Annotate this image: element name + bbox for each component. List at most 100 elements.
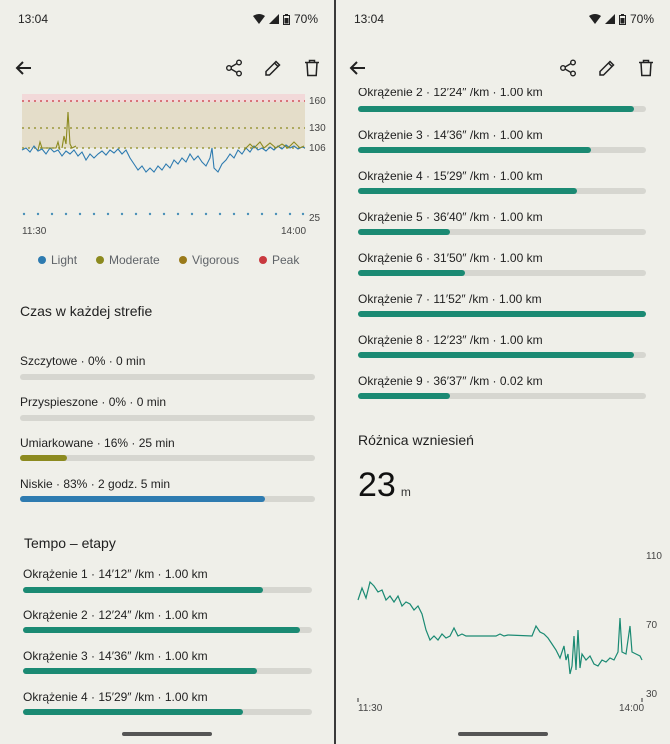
elevation-title: Różnica wzniesień [358, 432, 474, 448]
share-icon [226, 59, 242, 77]
lap-1-label: Okrążenie 1 · 14′12″ /km · 1.00 km [23, 567, 208, 581]
share-button[interactable] [222, 56, 246, 80]
zone-vigorous-label: Przyspieszone · 0% · 0 min [20, 395, 167, 409]
lap-2-track-right [358, 106, 646, 112]
back-button[interactable] [12, 56, 36, 80]
lap-9-fill [358, 393, 451, 399]
peak-zone-band [22, 94, 305, 102]
arrow-back-icon [15, 61, 31, 75]
legend-moderate-dot [96, 256, 104, 264]
legend-light-label: Light [51, 253, 78, 267]
legend-moderate-label: Moderate [109, 253, 160, 267]
screen-divider [334, 0, 336, 744]
x-axis-dots [22, 212, 305, 216]
legend-vigorous-dot [179, 256, 187, 264]
elevation-summary: 23 m [358, 466, 411, 505]
lap-9-track [358, 393, 646, 399]
zone-light-label: Niskie · 83% · 2 godz. 5 min [20, 477, 171, 491]
status-icons-right: 70% [588, 12, 654, 26]
lap-6-fill [358, 270, 465, 276]
wifi-icon [588, 14, 601, 24]
zone-light-track [20, 496, 315, 502]
home-indicator[interactable] [122, 732, 212, 736]
edit-button-right[interactable] [595, 56, 619, 80]
tempo-title-left: Tempo – etapy [24, 535, 116, 551]
pencil-icon [265, 60, 281, 76]
legend-peak: Peak [259, 253, 299, 267]
hr-y-label-160: 160 [309, 96, 326, 107]
elevation-line [357, 580, 643, 675]
status-time-right: 13:04 [354, 12, 385, 26]
hr-x-label-end: 14:00 [281, 226, 307, 237]
lap-8-track [358, 352, 646, 358]
zone-moderate-track [20, 455, 315, 461]
elevation-y-label-70: 70 [646, 620, 658, 631]
hr-y-label-106: 106 [309, 143, 326, 154]
delete-button[interactable] [300, 56, 324, 80]
trash-icon [639, 59, 653, 77]
legend-vigorous: Vigorous [179, 253, 239, 267]
lap-3-label: Okrążenie 3 · 14′36″ /km · 1.00 km [23, 649, 208, 663]
lap-4-label: Okrążenie 4 · 15′29″ /km · 1.00 km [23, 690, 208, 704]
home-indicator-right[interactable] [458, 732, 548, 736]
lap-4-fill [23, 709, 243, 715]
lap-5-label: Okrążenie 5 · 36′40″ /km · 1.00 km [358, 210, 543, 224]
battery-icon [618, 13, 626, 25]
legend-moderate: Moderate [96, 253, 160, 267]
right-screen: 13:04 70% Okrążenie 2 · 12′24″ /km · 1.0… [336, 0, 670, 744]
signal-icon [604, 14, 615, 24]
elevation-unit: m [400, 485, 411, 499]
lap-2-label: Okrążenie 2 · 12′24″ /km · 1.00 km [23, 608, 208, 622]
lap-3-fill [23, 668, 258, 674]
signal-icon [268, 14, 279, 24]
light-hr-line [21, 144, 306, 173]
status-icons: 70% [252, 12, 318, 26]
lap-7-track [358, 311, 646, 317]
lap-7-label: Okrążenie 7 · 11′52″ /km · 1.00 km [358, 292, 542, 306]
lap-9-label: Okrążenie 9 · 36′37″ /km · 0.02 km [358, 374, 543, 388]
zone-light-fill [20, 496, 265, 502]
elevation-x-label-start: 11:30 [358, 703, 383, 714]
delete-button-right[interactable] [634, 56, 658, 80]
legend-light: Light [38, 253, 77, 267]
lap-2-track [23, 627, 312, 633]
edit-button[interactable] [261, 56, 285, 80]
lap-1-fill [23, 587, 263, 593]
zones-title: Czas w każdej strefie [20, 303, 153, 319]
pencil-icon [599, 60, 615, 76]
lap-4-label-right: Okrążenie 4 · 15′29″ /km · 1.00 km [358, 169, 543, 183]
battery-percent-right: 70% [629, 12, 654, 26]
zone-peak-label: Szczytowe · 0% · 0 min [20, 354, 146, 368]
lap-1-track [23, 587, 312, 593]
hr-x-label-start: 11:30 [22, 226, 47, 237]
trash-icon [305, 59, 319, 77]
moderate-hr-line [37, 111, 305, 151]
zone-moderate-fill [20, 455, 68, 461]
vigorous-zone-band [22, 102, 305, 148]
laps-scroll-area[interactable]: Okrążenie 2 · 12′24″ /km · 1.00 km Okrąż… [336, 88, 670, 418]
elevation-value: 23 [358, 466, 396, 504]
lap-5-fill [358, 229, 451, 235]
left-screen: 13:04 70% 160 130 106 25 11:30 14:00 Lig… [0, 0, 334, 744]
elevation-y-label-30: 30 [646, 689, 658, 700]
legend-light-dot [38, 256, 46, 264]
lap-7-fill [358, 311, 646, 317]
elevation-x-label-end: 14:00 [619, 703, 645, 714]
share-icon [560, 59, 576, 77]
hr-y-label-130: 130 [309, 123, 326, 134]
heart-rate-chart [21, 94, 306, 216]
wifi-icon [252, 14, 265, 24]
lap-2-label-right: Okrążenie 2 · 12′24″ /km · 1.00 km [358, 88, 543, 99]
share-button-right[interactable] [556, 56, 580, 80]
lap-6-track [358, 270, 646, 276]
lap-4-track-right [358, 188, 646, 194]
elevation-y-label-110: 110 [646, 551, 662, 562]
legend-peak-dot [259, 256, 267, 264]
zone-moderate-label: Umiarkowane · 16% · 25 min [20, 436, 175, 450]
lap-2-fill-right [358, 106, 635, 112]
back-button-right[interactable] [346, 56, 370, 80]
lap-2-fill [23, 627, 301, 633]
lap-3-label-right: Okrążenie 3 · 14′36″ /km · 1.00 km [358, 128, 543, 142]
lap-6-label: Okrążenie 6 · 31′50″ /km · 1.00 km [358, 251, 543, 265]
legend-peak-label: Peak [272, 253, 300, 267]
